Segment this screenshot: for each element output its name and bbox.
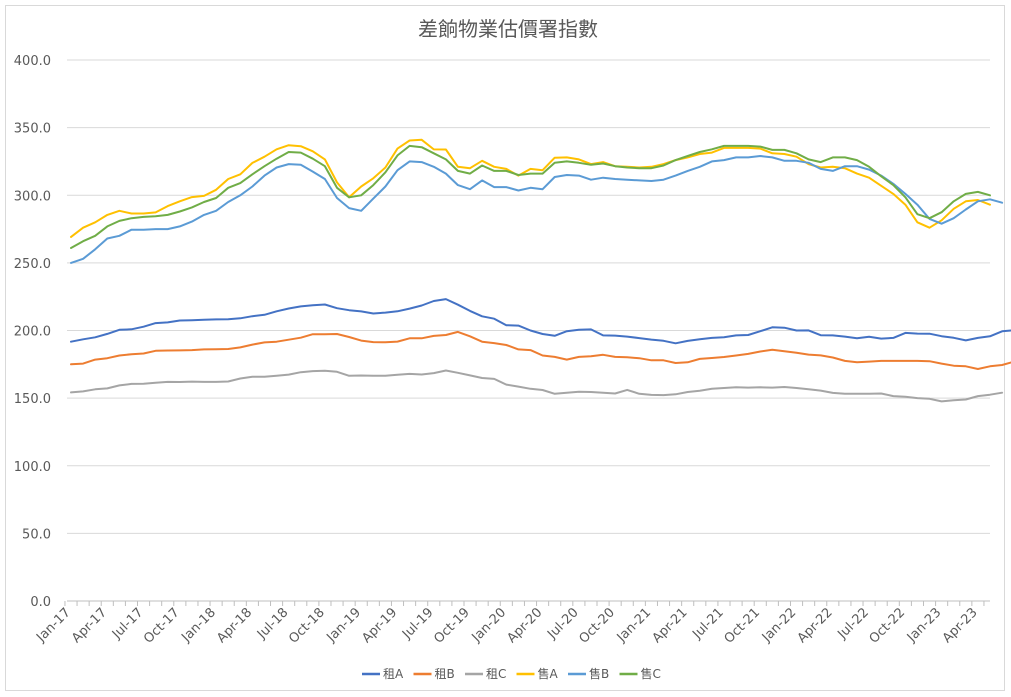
chart-frame: [5, 5, 1005, 691]
series-line-2: [70, 330, 1011, 370]
legend: 租A 租B 租C 售A 售B 售C: [362, 666, 661, 681]
x-tick-label: Apr-18: [214, 605, 255, 646]
chart-title: 差餉物業估價署指數: [418, 17, 598, 41]
x-tick-label: Oct-20: [576, 605, 618, 647]
y-tick-label: 200.0: [14, 325, 51, 340]
x-tick-label: Oct-22: [867, 605, 909, 647]
x-tick-label: Jan-18: [178, 605, 219, 646]
legend-label: 售B: [589, 666, 609, 681]
x-tick-label: Apr-22: [795, 605, 836, 646]
x-tick-label: Apr-17: [69, 605, 110, 646]
gridlines: [67, 59, 990, 534]
y-tick-label: 350.0: [14, 122, 51, 137]
y-tick-label: 50.0: [22, 527, 51, 542]
legend-label: 租A: [383, 667, 404, 681]
x-tick-label: Apr-21: [650, 605, 691, 646]
x-tick-label: Oct-21: [722, 605, 764, 647]
x-tick-label: Oct-17: [141, 605, 183, 647]
x-tick-label: Apr-23: [940, 605, 981, 646]
x-tick-label: Apr-20: [504, 605, 545, 646]
legend-label: 租C: [486, 667, 506, 681]
x-tick-label: Jan-21: [614, 605, 655, 646]
y-tick-label: 400.0: [14, 54, 51, 69]
series-line-5: [70, 155, 1004, 264]
series-line-3: [70, 369, 1004, 403]
legend-label: 租B: [435, 667, 455, 681]
legend-label: 售C: [641, 666, 661, 681]
series-line-6: [70, 144, 991, 249]
x-tick-label: Jan-17: [33, 605, 74, 646]
x-tick-label: Jan-20: [469, 605, 510, 646]
y-tick-label: 0.0: [30, 595, 51, 610]
y-tick-label: 150.0: [14, 392, 51, 407]
x-tick-label: Jan-22: [759, 605, 800, 646]
x-tick-label: Oct-18: [286, 605, 328, 647]
x-tick-label: Apr-19: [359, 605, 400, 646]
series-line-1: [70, 298, 1011, 345]
x-tick-label: Jan-23: [904, 605, 945, 646]
x-tick-label: Jan-19: [324, 605, 365, 646]
y-tick-label: 300.0: [14, 189, 51, 204]
y-tick-label: 100.0: [14, 460, 51, 475]
x-tick-label: Oct-19: [431, 605, 473, 647]
y-axis-ticks: 0.0 50.0 100.0 150.0 200.0 250.0 300.0 350.0 400…: [14, 54, 51, 610]
series-line-4: [70, 138, 991, 238]
legend-label: 售A: [538, 666, 559, 681]
y-tick-label: 250.0: [14, 257, 51, 272]
series-lines: [70, 138, 1011, 403]
